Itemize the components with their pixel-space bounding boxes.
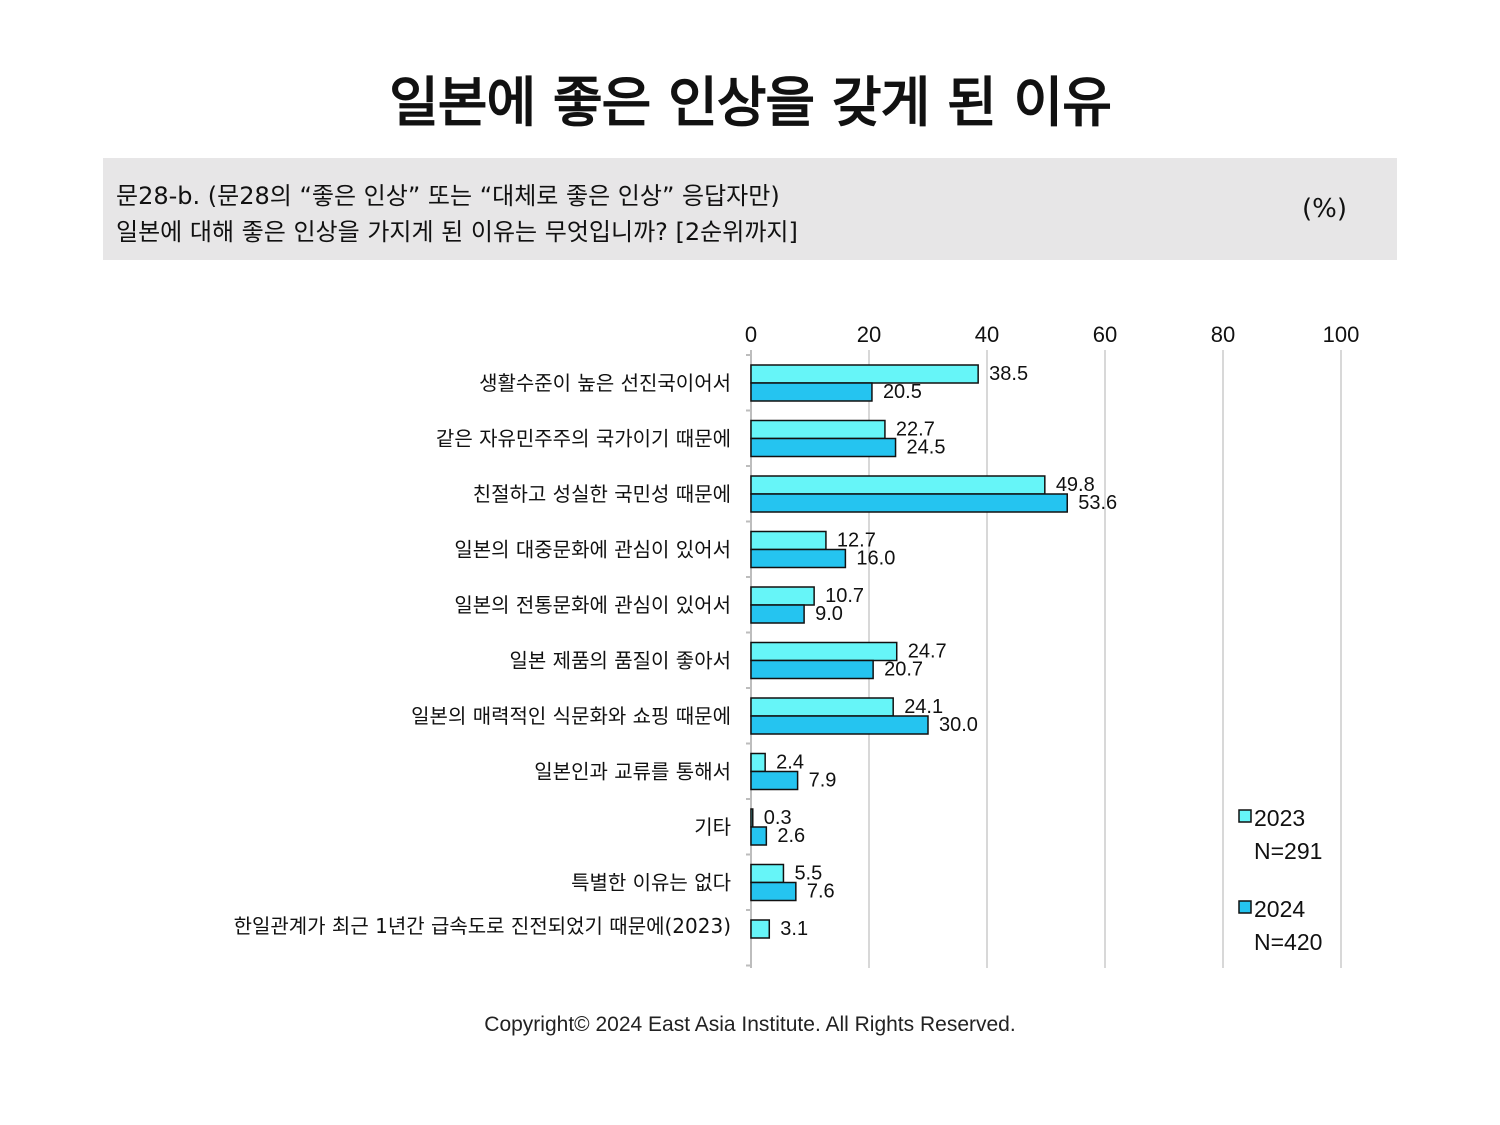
category-label: 같은 자유민주주의 국가이기 때문에: [436, 427, 731, 451]
value-label-2024: 16.0: [856, 548, 895, 570]
category-label: 일본 제품의 품질이 좋아서: [510, 649, 731, 673]
bar-2023: [750, 641, 898, 662]
legend-swatch-2024: [1238, 900, 1252, 914]
bar-2024: [750, 826, 768, 846]
legend-label-2023: 2023: [1254, 805, 1305, 831]
copyright: Copyright© 2024 East Asia Institute. All…: [484, 1013, 1016, 1036]
value-label-2024: 20.5: [883, 381, 922, 403]
bar-chart: 0 20 40 60 80 100 생활수준이 높은 선진국이어서 38.5 20.5 같은 자유…: [234, 322, 1360, 968]
bar-2023: [750, 419, 886, 440]
value-label-2024: 53.6: [1078, 492, 1117, 514]
value-label-2024: 7.9: [809, 770, 837, 792]
bar-2023: [750, 475, 1046, 495]
value-label-2024: 2.6: [777, 825, 805, 847]
value-label-2023: 49.8: [1056, 474, 1095, 496]
bar-2023: [750, 530, 827, 551]
category-label: 친절하고 성실한 국민성 때문에: [473, 482, 731, 506]
value-label-2023: 38.5: [989, 363, 1028, 385]
bar-2023: [750, 808, 754, 828]
bar-2024: [750, 437, 897, 458]
value-label-2024: 30.0: [939, 714, 978, 736]
x-tick-label: 60: [1093, 322, 1117, 347]
bar-2023: [750, 919, 771, 939]
bar-2024: [750, 881, 797, 902]
value-label-2024: 24.5: [907, 437, 946, 459]
question-line-1: 문28-b. (문28의 “좋은 인상” 또는 “대체로 좋은 인상” 응답자만…: [116, 182, 780, 210]
legend-n-2023: N=291: [1254, 838, 1322, 864]
bar-2024: [750, 715, 929, 735]
value-label-2023: 2.4: [776, 752, 804, 774]
x-tick-label: 80: [1211, 322, 1235, 347]
value-label-2024: 7.6: [807, 881, 835, 903]
category-label: 일본의 매력적인 식문화와 쇼핑 때문에: [411, 704, 731, 728]
x-tick-label: 40: [975, 322, 999, 347]
value-label-2024: 20.7: [884, 659, 923, 681]
bar-2024: [750, 659, 874, 680]
category-label: 일본의 전통문화에 관심이 있어서: [454, 593, 731, 617]
category-label: 기타: [694, 815, 731, 839]
category-label: 일본인과 교류를 통해서: [534, 760, 731, 784]
bar-2023: [750, 586, 815, 606]
value-label-2023: 3.1: [780, 918, 808, 940]
value-label-2024: 9.0: [815, 603, 843, 625]
value-label-2023: 24.7: [908, 641, 947, 663]
category-label: 일본의 대중문화에 관심이 있어서: [454, 538, 731, 562]
value-label-2023: 24.1: [904, 696, 943, 718]
bar-2023: [750, 863, 785, 884]
legend-swatch-2023: [1238, 809, 1252, 823]
bar-2023: [750, 364, 979, 384]
x-tick-label: 0: [745, 322, 757, 347]
unit-label: (%): [1302, 194, 1347, 224]
category-label: 생활수준이 높은 선진국이어서: [479, 371, 731, 395]
value-label-2023: 12.7: [837, 530, 876, 552]
x-tick-label: 100: [1323, 322, 1360, 347]
question-line-2: 일본에 대해 좋은 인상을 가지게 된 이유는 무엇입니까? [2순위까지]: [116, 218, 798, 246]
bar-2024: [750, 548, 847, 569]
x-tick-label: 20: [857, 322, 881, 347]
legend-n-2024: N=420: [1254, 929, 1322, 955]
question-box: 문28-b. (문28의 “좋은 인상” 또는 “대체로 좋은 인상” 응답자만…: [103, 158, 1397, 260]
bar-2024: [750, 382, 873, 402]
bar-2024: [750, 604, 805, 624]
value-label-2023: 10.7: [825, 585, 864, 607]
legend-label-2024: 2024: [1254, 896, 1305, 922]
category-label: 한일관계가 최근 1년간 급속도로 진전되었기 때문에(2023): [234, 914, 731, 938]
bar-2023: [750, 697, 894, 717]
category-label: 특별한 이유는 없다: [571, 871, 731, 895]
chart-title: 일본에 좋은 인상을 갖게 된 이유: [389, 71, 1112, 134]
value-label-2023: 22.7: [896, 419, 935, 441]
value-label-2023: 0.3: [764, 807, 792, 829]
bar-2024: [750, 770, 799, 791]
bar-2024: [750, 493, 1068, 513]
value-label-2023: 5.5: [794, 863, 822, 885]
bar-2023: [750, 752, 766, 773]
